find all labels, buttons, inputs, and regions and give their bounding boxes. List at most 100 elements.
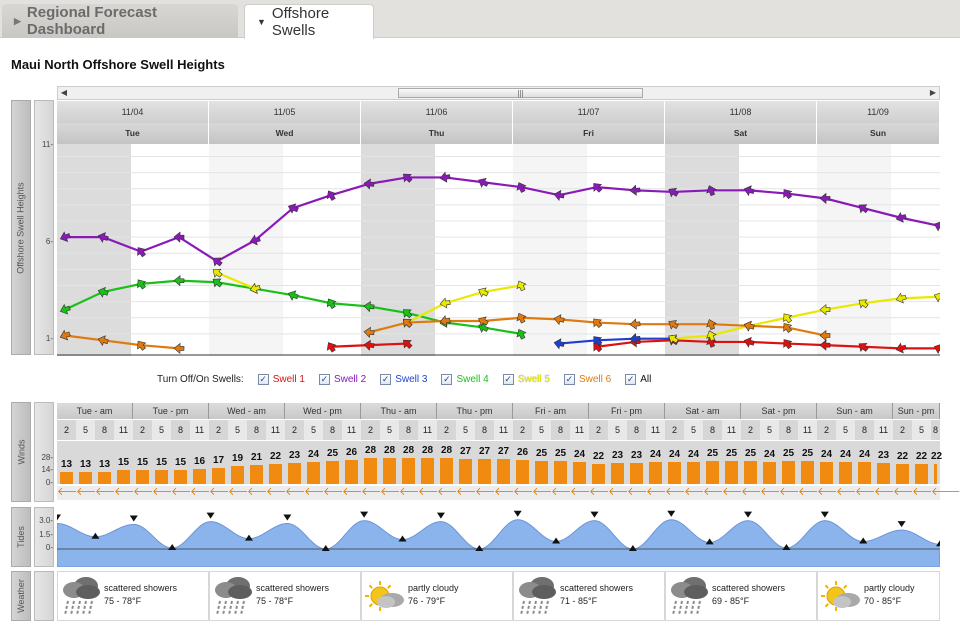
swell-point[interactable] [933,219,940,232]
checkbox[interactable]: ✓ [502,373,514,385]
high-tide-marker[interactable] [360,511,369,518]
swell-point[interactable] [856,296,870,310]
swell-point[interactable] [666,332,680,346]
checkbox[interactable]: ✓ [318,373,330,385]
swell-point[interactable] [363,178,375,190]
swell-point[interactable] [134,277,148,291]
low-tide-marker[interactable] [475,545,484,551]
swell-point[interactable] [210,266,224,280]
swell-point[interactable] [666,185,680,199]
low-tide-marker[interactable] [705,538,714,545]
swell-point[interactable] [895,292,907,304]
swell-point[interactable] [819,304,831,316]
checkbox[interactable]: ✓ [380,373,392,385]
swell-point[interactable] [590,333,604,347]
legend-toggle-swell-3[interactable]: ✓ Swell 3 [380,373,427,385]
swell-point[interactable] [705,184,718,197]
swell-point[interactable] [324,340,338,354]
legend-toggle-swell-5[interactable]: ✓ Swell 5 [502,373,550,385]
swell-point[interactable] [363,300,375,313]
swell-point[interactable] [400,170,414,184]
swell-point[interactable] [476,314,489,327]
swell-point[interactable] [97,286,109,298]
checkbox[interactable]: ✓ [257,373,269,385]
swell-point[interactable] [743,320,755,332]
legend-toggle-swell-2[interactable]: ✓ Swell 2 [318,373,366,385]
chart-scrollbar[interactable]: ◀ ||| ▶ [57,86,940,100]
swell-point[interactable] [363,326,375,339]
high-tide-marker[interactable] [590,511,599,518]
high-tide-marker[interactable] [897,521,906,528]
low-tide-marker[interactable] [244,534,253,541]
swell-point[interactable] [249,282,261,295]
low-tide-marker[interactable] [782,544,791,551]
swell-point[interactable] [553,189,565,201]
legend-toggle-swell-1[interactable]: ✓ Swell 1 [257,373,305,385]
swell-point[interactable] [324,296,338,310]
swell-point[interactable] [59,231,72,244]
swell-point[interactable] [514,327,527,340]
swell-point[interactable] [400,316,414,330]
swell-point[interactable] [780,320,794,334]
high-tide-marker[interactable] [57,514,61,521]
swell-point[interactable] [590,180,604,194]
swell-point[interactable] [59,329,72,342]
swell-point[interactable] [286,202,299,215]
swell-point[interactable] [173,342,185,355]
swell-point[interactable] [173,275,185,287]
swell-point[interactable] [439,297,451,309]
swell-point[interactable] [514,279,527,292]
scroll-thumb[interactable]: ||| [398,88,643,98]
swell-point[interactable] [629,184,641,196]
low-tide-marker[interactable] [398,535,407,542]
swell-point[interactable] [666,317,680,331]
swell-point[interactable] [363,339,375,351]
swell-point[interactable] [780,187,794,201]
swell-point[interactable] [705,329,718,342]
high-tide-marker[interactable] [206,512,215,519]
swell-point[interactable] [743,184,755,197]
tab-offshore-swells[interactable]: ▼ Offshore Swells [244,4,374,39]
swell-point[interactable] [173,231,185,243]
swell-point[interactable] [134,338,148,352]
swell-point[interactable] [514,311,527,324]
high-tide-marker[interactable] [436,512,445,519]
swell-point[interactable] [210,275,224,289]
swell-point[interactable] [400,336,414,350]
swell-point[interactable] [856,201,870,215]
swell-point[interactable] [439,315,451,327]
high-tide-marker[interactable] [513,510,522,517]
swell-point[interactable] [553,313,565,326]
swell-point[interactable] [933,290,940,303]
swell-point[interactable] [286,289,299,302]
scroll-left-icon[interactable]: ◀ [60,88,68,97]
low-tide-marker[interactable] [321,545,330,551]
swell-point[interactable] [590,340,604,354]
swell-point[interactable] [780,311,794,325]
low-tide-marker[interactable] [168,544,177,551]
swell-point[interactable] [324,188,338,202]
swell-point[interactable] [97,231,109,243]
checkbox[interactable]: ✓ [441,373,453,385]
legend-toggle-swell-6[interactable]: ✓ Swell 6 [563,373,611,385]
legend-toggle-all[interactable]: ✓ All [625,373,651,385]
tab-regional-forecast-dashboard[interactable]: ▶ Regional Forecast Dashboard [2,4,238,38]
high-tide-marker[interactable] [667,510,676,517]
swell-point[interactable] [895,342,907,354]
swell-point[interactable] [895,211,907,224]
swell-point[interactable] [856,340,870,354]
swell-point[interactable] [400,306,414,320]
swell-point[interactable] [476,285,489,298]
swell-point[interactable] [97,334,109,347]
swell-point[interactable] [249,234,261,246]
swell-point[interactable] [933,342,940,355]
swell-point[interactable] [590,316,604,330]
swell-point[interactable] [780,337,794,351]
legend-toggle-swell-4[interactable]: ✓ Swell 4 [441,373,489,385]
low-tide-marker[interactable] [552,537,561,544]
swell-point[interactable] [134,245,148,259]
swell-point[interactable] [705,318,718,331]
low-tide-marker[interactable] [628,545,637,551]
high-tide-marker[interactable] [820,511,829,518]
swell-point[interactable] [210,254,224,268]
